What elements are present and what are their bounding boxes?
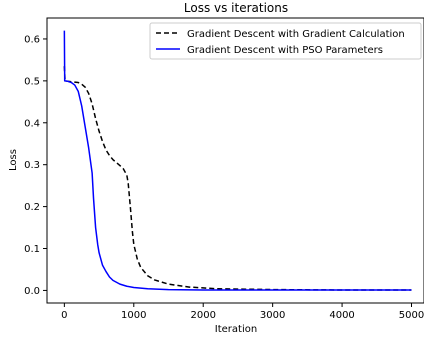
x-axis-ticks: 0 1000 2000 3000 4000 5000: [61, 303, 424, 321]
x-tick-label: 2000: [190, 310, 215, 321]
y-axis-title: Loss: [8, 149, 19, 171]
legend-label-pso-parameters: Gradient Descent with PSO Parameters: [187, 45, 383, 56]
y-tick-label: 0.6: [24, 34, 40, 45]
y-tick-label: 0.3: [24, 160, 40, 171]
y-tick-label: 0.0: [24, 286, 40, 297]
chart-title: Loss vs iterations: [184, 1, 288, 15]
x-tick-label: 0: [61, 310, 67, 321]
y-axis-ticks: 0.0 0.1 0.2 0.3 0.4 0.5 0.6: [24, 34, 47, 297]
legend-label-gradient-calculation: Gradient Descent with Gradient Calculati…: [187, 29, 405, 40]
legend-box: [149, 22, 422, 60]
y-tick-label: 0.1: [24, 244, 40, 255]
x-tick-label: 5000: [399, 310, 424, 321]
series-line-pso-parameters: [63, 30, 412, 291]
y-tick-label: 0.5: [24, 76, 40, 87]
x-tick-label: 3000: [260, 310, 285, 321]
legend: Gradient Descent with Gradient Calculati…: [149, 22, 422, 60]
x-tick-label: 4000: [329, 310, 354, 321]
x-tick-label: 1000: [121, 310, 146, 321]
y-tick-label: 0.4: [24, 118, 40, 129]
plot-frame: [46, 17, 424, 304]
x-axis-title: Iteration: [215, 324, 257, 335]
series-line-gradient-calculation: [63, 66, 412, 291]
series-layer: [63, 30, 412, 291]
y-tick-label: 0.2: [24, 202, 40, 213]
